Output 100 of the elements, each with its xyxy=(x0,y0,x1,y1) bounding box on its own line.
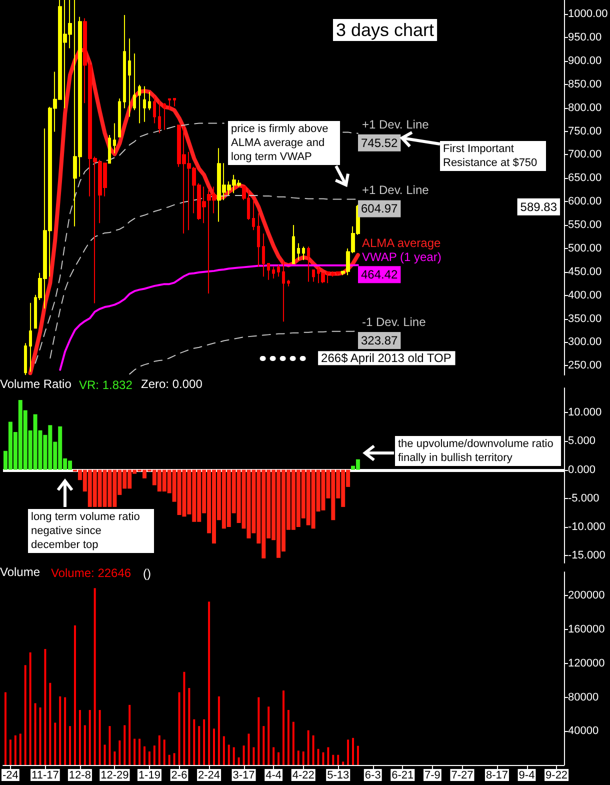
bar xyxy=(208,602,210,765)
bar xyxy=(203,719,206,765)
y-tick-label: 800.00 xyxy=(568,102,602,114)
bar xyxy=(178,692,180,765)
y-tick-label: 40000 xyxy=(568,725,599,738)
annotation: 589.83 xyxy=(520,200,558,214)
x-tick-label: 4-4 xyxy=(266,770,282,782)
candlestick xyxy=(307,246,310,282)
bar xyxy=(9,740,12,765)
bar xyxy=(307,730,310,765)
ref-line-label: 266$ April 2013 old TOP xyxy=(321,351,452,366)
series-label: +1 Dev. Line xyxy=(362,183,430,198)
candlestick xyxy=(133,52,136,111)
candlestick xyxy=(312,270,315,282)
bar xyxy=(302,751,304,765)
bar xyxy=(14,735,16,765)
x-tick-label: 11-17 xyxy=(32,770,59,782)
annotation: 604.97 xyxy=(361,202,398,216)
bar xyxy=(78,710,81,765)
bar xyxy=(29,652,32,765)
bar xyxy=(332,754,334,765)
candlestick xyxy=(173,98,176,107)
bar xyxy=(39,707,42,765)
annotation: the upvolume/downvolume ratio finally in bullish territory xyxy=(398,438,556,464)
annotation: First Important Resistance at $750 xyxy=(443,143,538,169)
x-tick-label: -24 xyxy=(2,770,18,782)
y-tick-label: 550.00 xyxy=(568,219,602,231)
bar xyxy=(183,672,186,765)
series-label: +1 Dev. Line xyxy=(362,117,430,132)
bar xyxy=(128,704,131,765)
bar xyxy=(173,753,176,765)
y-tick-label: 250.00 xyxy=(568,360,602,372)
bar xyxy=(238,757,240,765)
x-tick-label: 5-13 xyxy=(327,770,350,782)
x-tick-label: 7-27 xyxy=(451,770,474,782)
x-tick-label: 12-29 xyxy=(100,770,129,782)
candlestick xyxy=(123,14,126,109)
y-tick-label: 400.00 xyxy=(568,289,602,302)
candlestick xyxy=(118,98,121,138)
chart-title: Volume xyxy=(0,565,40,579)
x-tick-label: 6-21 xyxy=(392,770,414,782)
candlestick xyxy=(282,260,285,322)
candlestick xyxy=(252,200,255,231)
bar xyxy=(163,740,166,765)
bar xyxy=(168,754,170,765)
candlestick xyxy=(108,134,111,164)
bar xyxy=(356,746,359,765)
bar xyxy=(34,703,36,765)
bar xyxy=(252,747,255,765)
annotation: () xyxy=(143,566,151,580)
bar xyxy=(268,706,270,765)
series-label: ALMA average xyxy=(362,236,442,250)
y-tick-label: 160000 xyxy=(568,624,605,636)
bar xyxy=(88,710,91,765)
bar xyxy=(134,738,136,765)
bar xyxy=(108,726,111,765)
candlestick xyxy=(267,262,270,280)
y-tick-label: 850.00 xyxy=(568,78,602,90)
bar xyxy=(59,696,62,765)
bar xyxy=(118,740,121,765)
bar xyxy=(94,588,96,765)
candlestick xyxy=(148,91,151,111)
annotation: 745.52 xyxy=(361,136,398,150)
bar xyxy=(317,748,320,765)
bar xyxy=(193,719,196,765)
y-tick-label: 300.00 xyxy=(568,336,602,348)
y-tick-label: 950.00 xyxy=(568,32,602,44)
candlestick xyxy=(262,232,265,278)
bar xyxy=(98,710,101,765)
candlestick xyxy=(138,84,141,124)
y-tick-label: -15.000 xyxy=(568,550,606,562)
y-tick-label: 0.000 xyxy=(568,464,596,476)
bar xyxy=(272,747,275,765)
bar xyxy=(312,735,314,765)
bar xyxy=(347,740,350,765)
bar xyxy=(24,665,26,765)
y-tick-label: 600.00 xyxy=(568,196,602,208)
chart-title: Volume Ratio xyxy=(0,377,72,391)
bar xyxy=(342,762,344,765)
y-tick-label: 650.00 xyxy=(568,172,602,184)
annotation: 464.42 xyxy=(361,268,398,282)
bar xyxy=(4,692,6,765)
bar xyxy=(327,747,330,765)
bar xyxy=(198,726,200,765)
y-tick-label: -10.000 xyxy=(568,520,606,533)
y-tick-label: -5.000 xyxy=(568,492,600,504)
bar xyxy=(262,726,265,765)
y-tick-label: 500.00 xyxy=(568,242,602,254)
x-tick-label: 1-19 xyxy=(138,770,160,782)
annotation: 323.87 xyxy=(361,334,398,348)
y-tick-label: 120000 xyxy=(568,657,605,670)
bar xyxy=(232,747,235,765)
bar xyxy=(242,746,245,765)
bar xyxy=(44,649,46,765)
candlestick xyxy=(158,99,161,134)
bar xyxy=(84,725,86,765)
annotation: price is firmly above ALMA average and long term VWAP xyxy=(231,123,332,163)
x-tick-label: 9-22 xyxy=(546,770,568,782)
bar xyxy=(287,710,290,765)
candlestick xyxy=(277,264,280,278)
